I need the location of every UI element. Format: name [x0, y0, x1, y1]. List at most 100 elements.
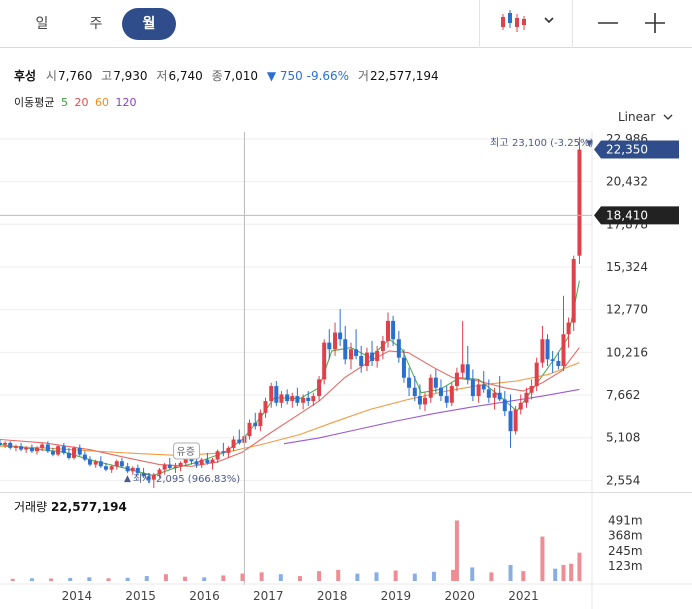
candle-body: [508, 411, 513, 432]
candle-body: [173, 466, 178, 468]
candle-body: [401, 357, 406, 378]
candle-body: [167, 464, 172, 468]
candle-body: [438, 387, 443, 397]
candle-body: [423, 397, 428, 405]
volume-bar: [183, 576, 188, 581]
volume-tick-label: 245m: [608, 544, 643, 558]
candle-body: [348, 349, 353, 360]
volume-bar: [393, 570, 398, 581]
candle-body: [141, 472, 146, 477]
volume-title-value: 22,577,194: [50, 500, 127, 514]
ma-line-ma60: [0, 362, 580, 456]
candle-body: [35, 447, 40, 452]
candle-body: [151, 474, 156, 480]
candle-body: [486, 389, 491, 398]
change-value: ▼ 750 -9.66%: [266, 69, 350, 83]
candle-body: [317, 379, 322, 397]
zoom-out-button[interactable]: [593, 14, 623, 32]
candle-body: [386, 320, 390, 341]
volume-bar: [278, 574, 283, 581]
candle-body: [162, 464, 167, 470]
x-tick-label: 2020: [444, 589, 475, 603]
candle-body: [529, 386, 534, 393]
candle-body: [93, 461, 98, 465]
candle-body: [258, 412, 263, 427]
price-chart[interactable]: 22,98620,43217,87815,32412,77010,2167,66…: [0, 132, 692, 492]
candle-body: [3, 442, 8, 445]
high-value: 7,930: [113, 69, 148, 83]
candle-body: [66, 452, 71, 458]
candle-body: [178, 462, 183, 467]
candle-body: [98, 461, 103, 467]
candle-body: [513, 409, 518, 432]
volume-bar: [470, 567, 475, 581]
candle-body: [135, 467, 140, 473]
volume-bar: [569, 563, 574, 581]
candle-body: [566, 322, 571, 335]
ma-legend-60: 60: [94, 96, 109, 109]
candle-body: [391, 320, 396, 340]
x-tick-label: 2014: [62, 589, 93, 603]
volume-bar: [49, 578, 54, 581]
candle-body: [364, 352, 369, 366]
candle-body: [327, 342, 332, 350]
low-marker-arrow: ▲: [124, 474, 131, 484]
candle-body: [50, 451, 55, 455]
volume-bar: [431, 571, 436, 581]
volume-bar: [87, 577, 92, 581]
chart-type-dropdown[interactable]: [541, 12, 557, 26]
candle-body: [231, 439, 236, 448]
candle-body: [433, 377, 438, 388]
candle-body: [109, 466, 114, 470]
plus-icon: [645, 13, 665, 33]
candle-body: [354, 349, 359, 356]
tab-month[interactable]: 월: [122, 8, 176, 40]
candle-body: [29, 447, 34, 452]
crosshair-price-tag: [594, 206, 679, 225]
candle-body: [412, 387, 417, 397]
candle-body: [130, 467, 135, 472]
candle-body: [8, 442, 13, 448]
candle-body: [221, 451, 226, 453]
event-badge-box: [173, 442, 201, 460]
moving-average-legend[interactable]: 이동평균 5 20 60 120: [14, 95, 139, 111]
scale-mode-select[interactable]: Linear: [618, 110, 673, 124]
current-price-label: 22,350: [606, 143, 648, 157]
candle-body: [497, 392, 502, 400]
candle-body: [13, 446, 18, 448]
candle-body: [460, 364, 465, 373]
candle-body: [247, 422, 252, 437]
volume-bar: [374, 572, 379, 581]
volume-bar: [144, 576, 149, 581]
chart-type-button[interactable]: [498, 8, 528, 34]
tab-day[interactable]: 일: [35, 16, 49, 32]
volume-bar: [221, 575, 226, 581]
candle-body: [301, 397, 306, 403]
volume-bar: [521, 571, 526, 581]
tab-week[interactable]: 주: [89, 16, 103, 32]
volume-value: 22,577,194: [369, 69, 439, 83]
candle-body: [476, 384, 481, 397]
close-value: 7,010: [223, 69, 259, 83]
candle-body: [370, 352, 375, 361]
event-badge-label: 유증: [177, 446, 195, 458]
candle-body: [285, 394, 290, 402]
zoom-in-button[interactable]: [642, 10, 668, 36]
y-tick-label: 10,216: [606, 345, 648, 359]
low-marker-value: 2,095 (966.83%): [156, 474, 240, 485]
x-tick-label: 2015: [125, 589, 156, 603]
candle-body: [561, 334, 566, 366]
candle-body: [263, 401, 268, 413]
candle-body: [40, 444, 45, 448]
candle-body: [359, 355, 364, 366]
y-tick-label: 7,662: [606, 388, 640, 402]
candle-body: [492, 392, 497, 398]
volume-bar: [68, 577, 73, 581]
x-tick-label: 2018: [317, 589, 348, 603]
ma-line-ma20: [0, 347, 580, 467]
scale-mode-value: Linear: [618, 110, 656, 124]
volume-bar: [561, 564, 566, 581]
candle-body: [465, 364, 470, 380]
minus-icon: [598, 22, 618, 24]
